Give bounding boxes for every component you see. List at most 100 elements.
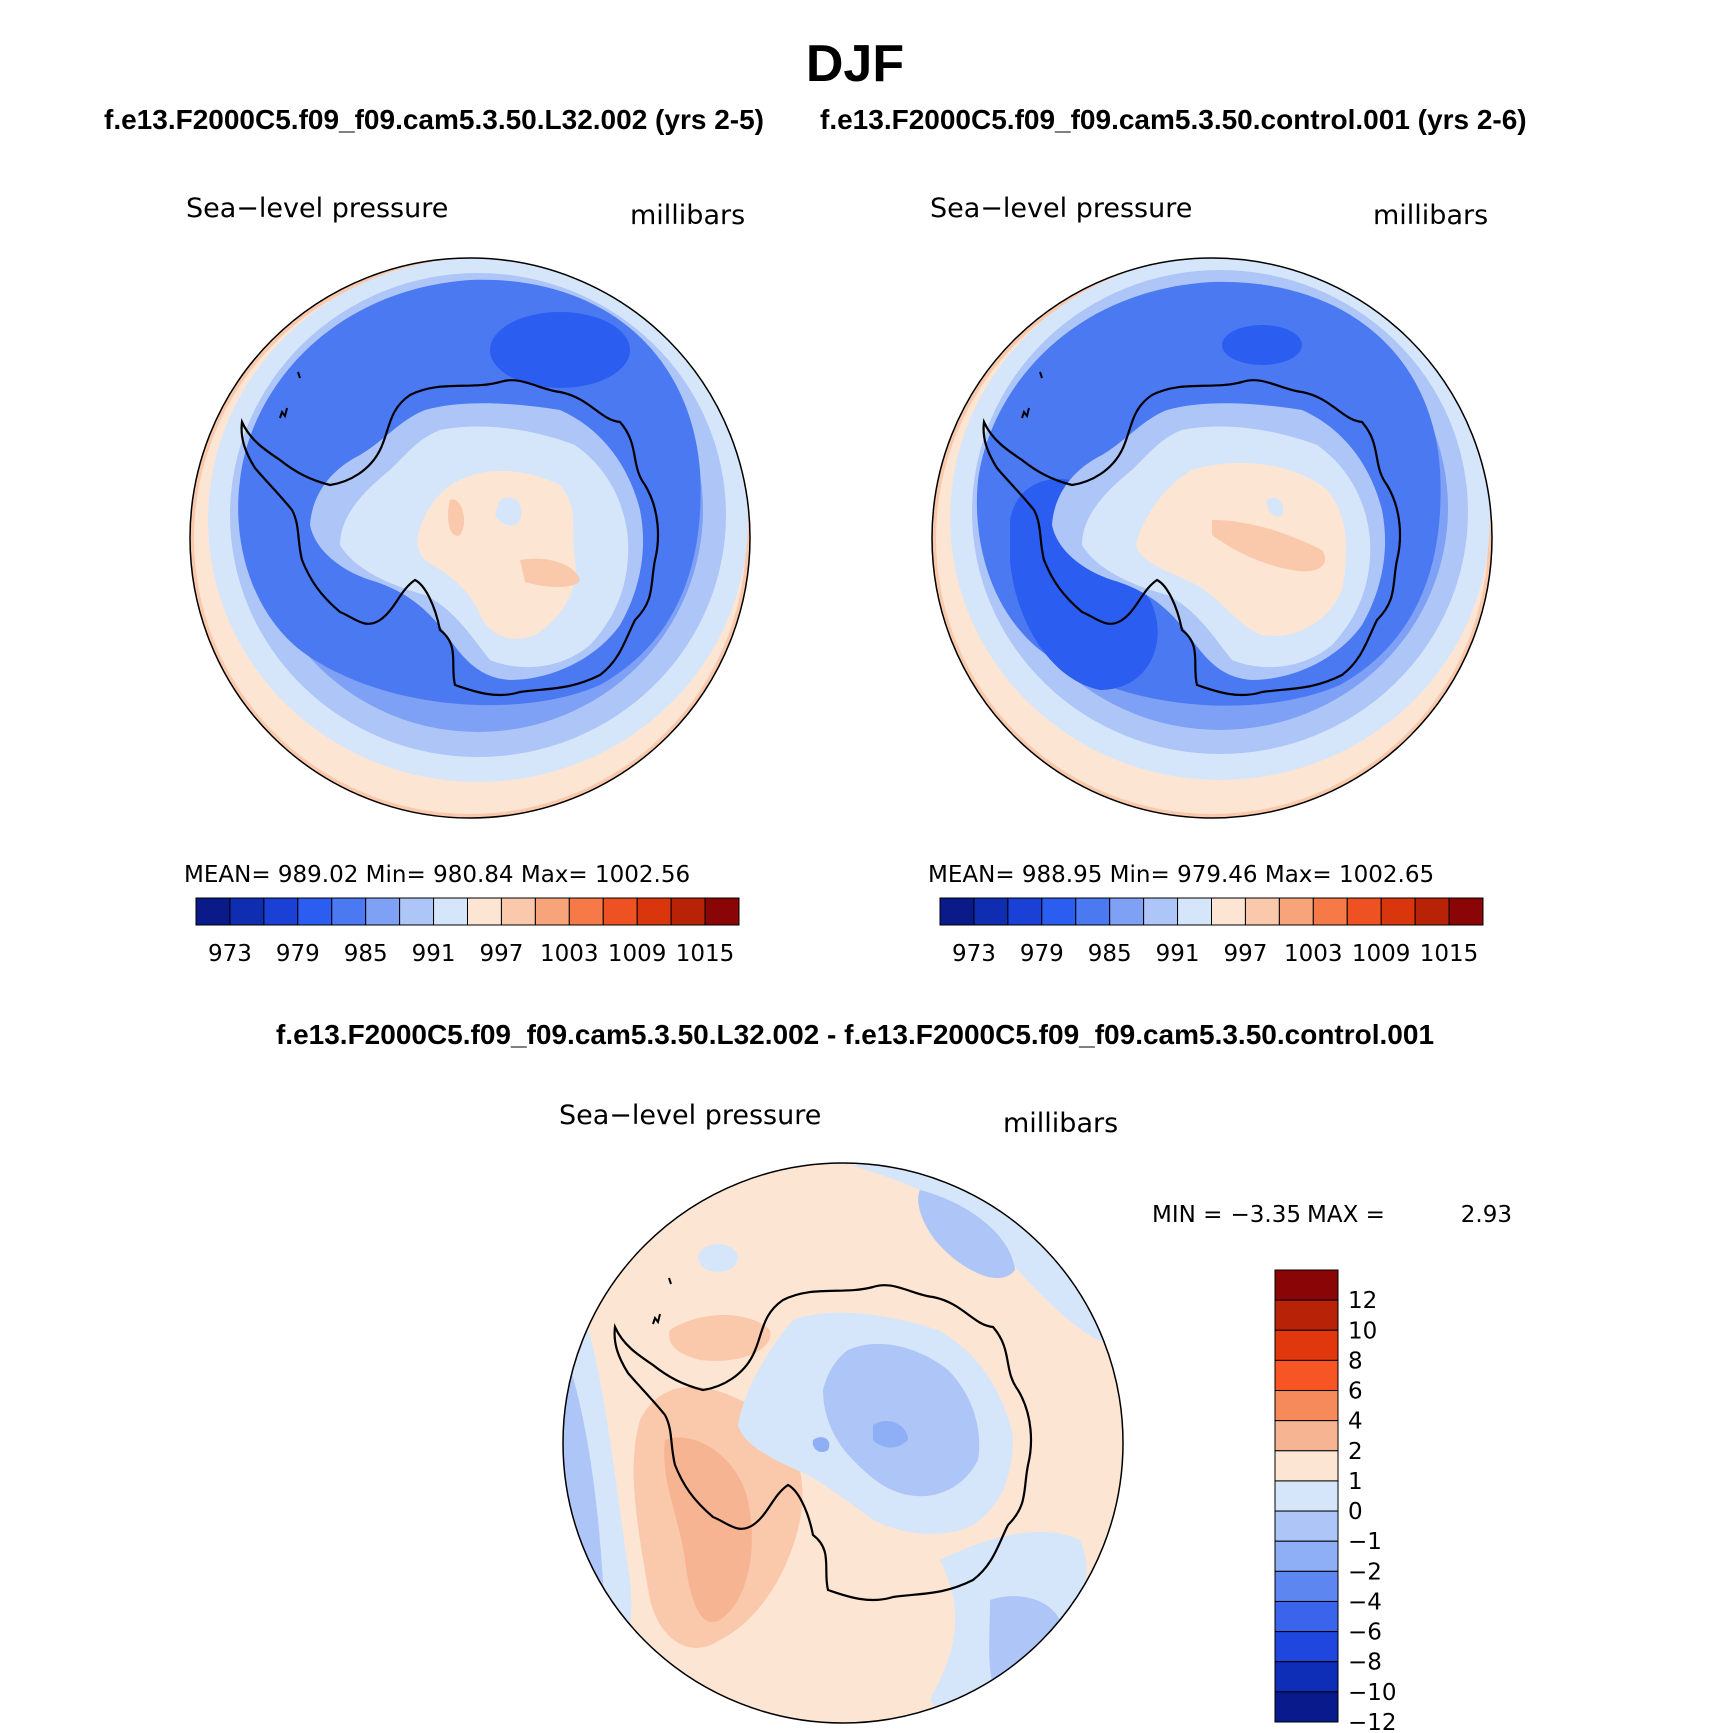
panel1-colorbar-swatch (229, 897, 265, 926)
panel2-colorbar-swatch (973, 897, 1009, 926)
difference-units-label: millibars (1003, 1108, 1118, 1139)
difference-colorbar-swatch (1274, 1299, 1339, 1331)
difference-colorbar-tick-label: 8 (1348, 1348, 1363, 1374)
difference-title: f.e13.F2000C5.f09_f09.cam5.3.50.L32.002 … (276, 1019, 1434, 1050)
difference-colorbar-tick-label: −6 (1348, 1620, 1382, 1646)
panel2-colorbar-swatch (1346, 897, 1382, 926)
difference-colorbar-swatch (1274, 1631, 1339, 1663)
panel2-units-label: millibars (1373, 200, 1488, 231)
difference-colorbar-tick-label: 1 (1348, 1469, 1363, 1495)
panel2-colorbar-tick-label: 979 (1020, 941, 1064, 967)
difference-colorbar-swatch (1274, 1600, 1339, 1633)
panel1-colorbar-swatch (500, 897, 536, 926)
difference-colorbar-tick-label: −2 (1348, 1559, 1382, 1585)
difference-colorbar-tick-label: −1 (1348, 1529, 1382, 1555)
panel1-colorbar-tick-label: 991 (412, 941, 456, 967)
panel2-colorbar-swatch (1244, 897, 1280, 926)
difference-colorbar-swatch (1274, 1691, 1339, 1723)
panel2-colorbar-swatch (1278, 897, 1314, 926)
panel1-colorbar-tick-label: 1015 (676, 941, 735, 967)
panel2-stats: MEAN= 988.95 Min= 979.46 Max= 1002.65 (928, 862, 1434, 888)
difference-colorbar-tick-label: −8 (1348, 1650, 1382, 1676)
difference-colorbar-tick-label: 0 (1348, 1499, 1363, 1525)
difference-colorbar-swatch (1274, 1540, 1339, 1572)
difference-colorbar-swatch (1274, 1450, 1339, 1482)
panel2-colorbar-swatch (1312, 897, 1348, 926)
panel2-colorbar-tick-label: 1009 (1352, 941, 1411, 967)
panel2-colorbar-tick-label: 997 (1223, 941, 1267, 967)
difference-colorbar-swatch (1274, 1390, 1339, 1422)
panel1-colorbar-tick-label: 973 (208, 941, 252, 967)
difference-colorbar-tick-label: 6 (1348, 1379, 1363, 1405)
panel1-colorbar-swatch (670, 897, 706, 926)
panel2-colorbar-swatch (1380, 897, 1416, 926)
panel1-stats: MEAN= 989.02 Min= 980.84 Max= 1002.56 (184, 862, 690, 888)
panel1-colorbar-swatch (467, 897, 502, 926)
panel2-case-title: f.e13.F2000C5.f09_f09.cam5.3.50.control.… (820, 104, 1527, 135)
difference-colorbar-swatch (1274, 1480, 1339, 1512)
panel1-colorbar-swatch (636, 897, 672, 926)
panel1-colorbar-swatch (263, 897, 299, 926)
difference-colorbar-tick-label: 10 (1348, 1318, 1377, 1344)
panel1-colorbar-swatch (534, 897, 570, 926)
panel2-colorbar-swatch (1448, 897, 1484, 926)
panel2-colorbar-tick-label: 973 (952, 941, 996, 967)
panel1-colorbar-swatch (365, 897, 401, 926)
panel2-colorbar-swatch (1143, 897, 1179, 926)
panel2-colorbar-swatch (1414, 897, 1450, 926)
difference-colorbar-swatch (1274, 1570, 1339, 1602)
panel1-map (189, 257, 751, 819)
panel2-colorbar-tick-label: 991 (1156, 941, 1200, 967)
difference-colorbar-tick-label: −12 (1348, 1710, 1397, 1733)
panel2-colorbar-tick-label: 1003 (1284, 941, 1343, 967)
panel1-colorbar-swatch (399, 897, 435, 926)
panel1-colorbar-tick-label: 985 (344, 941, 388, 967)
difference-colorbar-tick-label: 4 (1348, 1409, 1363, 1435)
panel1-units-label: millibars (630, 200, 745, 231)
difference-max-value: 2.93 (1461, 1202, 1512, 1228)
panel1-colorbar-tick-label: 997 (479, 941, 523, 967)
panel1-variable-label: Sea−level pressure (186, 193, 448, 224)
panel1-colorbar-swatch (433, 897, 468, 926)
difference-colorbar-swatch (1274, 1269, 1339, 1301)
panel1-colorbar-swatch (195, 897, 231, 926)
difference-colorbar-swatch (1274, 1420, 1339, 1452)
difference-max-label: MAX = (1307, 1202, 1385, 1228)
panel1-colorbar-swatch (297, 897, 333, 926)
panel1-colorbar-tick-label: 1003 (540, 941, 599, 967)
panel1-colorbar: 973 979 985 991 997 1003 1009 1015 (195, 897, 740, 967)
difference-variable-label: Sea−level pressure (559, 1100, 821, 1131)
panel2-colorbar: 973 979 985 991 997 1003 1009 1015 (939, 897, 1484, 967)
difference-colorbar-swatch (1274, 1510, 1339, 1542)
difference-map (562, 1162, 1124, 1724)
difference-min-value: −3.35 (1231, 1202, 1301, 1228)
difference-colorbar-tick-label: −10 (1348, 1680, 1397, 1706)
panel1-colorbar-tick-label: 1009 (608, 941, 667, 967)
panel2-colorbar-swatch (1211, 897, 1246, 926)
difference-min-label: MIN = (1152, 1202, 1222, 1228)
panel2-colorbar-tick-label: 1015 (1420, 941, 1479, 967)
panel2-colorbar-swatch (1075, 897, 1111, 926)
difference-colorbar-tick-label: −4 (1348, 1589, 1382, 1615)
difference-colorbar-tick-label: 12 (1348, 1288, 1377, 1314)
panel2-colorbar-swatch (939, 897, 975, 926)
panel2-colorbar-tick-label: 985 (1088, 941, 1132, 967)
panel2-colorbar-swatch (1041, 897, 1077, 926)
difference-colorbar-tick-label: 2 (1348, 1439, 1363, 1465)
panel1-colorbar-swatch (568, 897, 604, 926)
difference-colorbar-swatch (1274, 1359, 1339, 1392)
panel1-colorbar-swatch (602, 897, 638, 926)
panel2-variable-label: Sea−level pressure (930, 193, 1192, 224)
panel2-colorbar-swatch (1177, 897, 1212, 926)
panel1-colorbar-swatch (704, 897, 740, 926)
difference-colorbar-swatch (1274, 1661, 1339, 1693)
panel1-case-title: f.e13.F2000C5.f09_f09.cam5.3.50.L32.002 … (104, 104, 764, 135)
difference-colorbar-swatch (1274, 1329, 1339, 1361)
panel1-colorbar-swatch (331, 897, 367, 926)
panel2-colorbar-swatch (1007, 897, 1043, 926)
panel2-colorbar-swatch (1109, 897, 1145, 926)
panel1-colorbar-tick-label: 979 (276, 941, 320, 967)
panel2-map (931, 257, 1493, 819)
